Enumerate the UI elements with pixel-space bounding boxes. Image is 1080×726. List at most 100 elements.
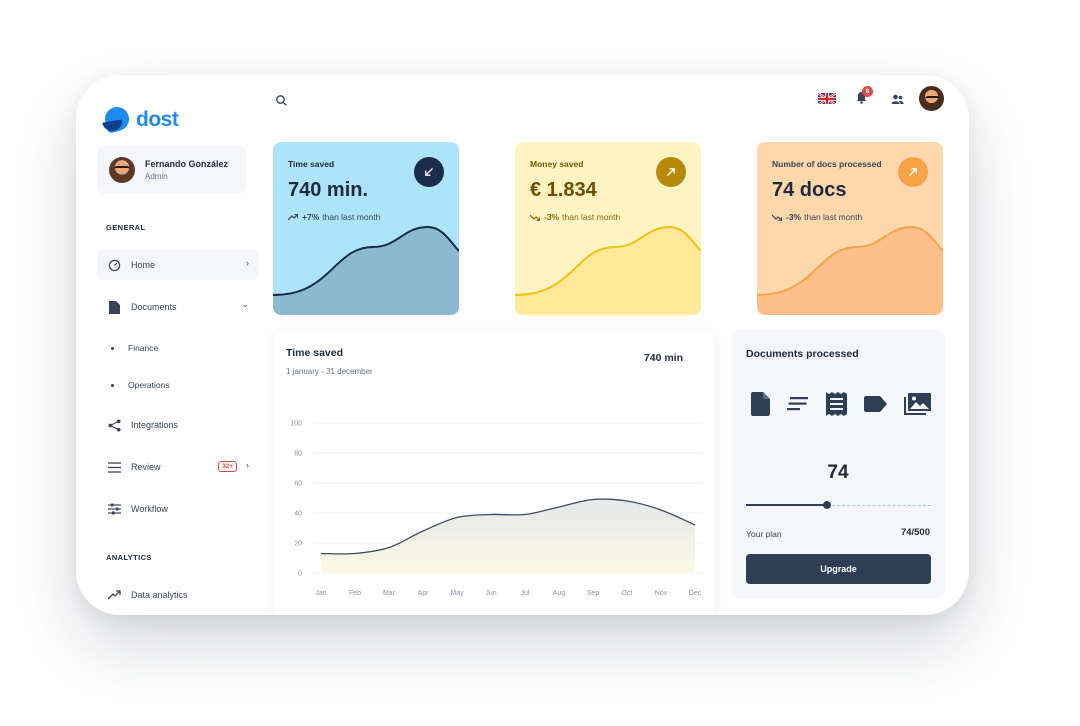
y-tick-label: 0 (298, 571, 302, 578)
profile-role: Admin (145, 172, 168, 181)
documents-count: 74 (827, 462, 849, 483)
x-tick-label: Jul (521, 590, 530, 597)
x-tick-label: Aug (553, 590, 566, 597)
section-label-analytics: ANALYTICS (106, 553, 152, 562)
stat-card-time-saved[interactable]: Time saved 740 min. +7% than last month (273, 142, 459, 315)
section-label-general: GENERAL (106, 223, 146, 232)
x-tick-label: Apr (418, 590, 430, 597)
share-icon (107, 418, 121, 432)
sidebar-subitem-operations[interactable]: Operations (111, 380, 170, 390)
sidebar-item-label: Home (131, 260, 156, 270)
review-count-badge: 32+ (217, 461, 237, 472)
trend-text: than last month (804, 212, 863, 222)
sparkline-line (515, 225, 701, 296)
file-icon[interactable] (751, 392, 770, 416)
list-icon (107, 460, 121, 474)
y-tick-label: 20 (294, 541, 302, 548)
notifications-count-badge: 8 (862, 86, 873, 97)
date-range: 1 january - 31 december (286, 367, 373, 376)
bullet-icon (111, 383, 114, 387)
trend-up-icon (107, 588, 121, 602)
sidebar-item-home[interactable]: Home › (97, 250, 259, 280)
time-saved-chart: 0 20 40 60 80 100 Jan Feb Mar Apr May Jun Jul Aug Sep… (290, 421, 703, 597)
x-tick-label: Feb (349, 590, 361, 597)
card-trend: -3% than last month (772, 212, 862, 222)
x-tick-label: Sep (587, 590, 600, 597)
users-icon[interactable] (891, 92, 904, 110)
receipt-icon[interactable] (825, 392, 847, 416)
time-saved-chart-panel: Time saved 1 january - 31 december 740 m… (273, 331, 715, 615)
sidebar-subitem-finance[interactable]: Finance (111, 343, 158, 353)
sidebar-item-label: Data analytics (131, 590, 188, 600)
arrow-up-right-icon[interactable] (898, 157, 928, 187)
panel-title: Documents processed (746, 348, 859, 360)
chevron-right-icon: › (246, 258, 249, 268)
trend-value: -3% (544, 212, 560, 222)
user-avatar[interactable] (918, 85, 945, 112)
arrow-down-left-icon[interactable] (414, 157, 444, 187)
images-icon[interactable] (904, 393, 931, 415)
x-tick-label: May (450, 590, 464, 597)
gauge-icon (107, 258, 121, 272)
trend-text: than last month (322, 212, 381, 222)
search-icon[interactable] (276, 93, 287, 111)
x-tick-label: Oct (622, 590, 633, 597)
sparkline-area (757, 227, 943, 315)
sidebar-item-review[interactable]: Review 32+ › (97, 452, 259, 482)
card-trend: -3% than last month (530, 212, 620, 222)
panel-total: 740 min (643, 352, 683, 364)
x-tick-label: Dec (689, 590, 702, 597)
x-tick-label: Mar (383, 590, 396, 597)
upgrade-button[interactable]: Upgrade (746, 554, 931, 584)
dashboard-window: dost Fernando González Admin GENERAL Hom… (76, 75, 969, 615)
user-profile-card[interactable]: Fernando González Admin (97, 146, 246, 194)
slider-filled-track (746, 504, 827, 506)
card-sparkline (515, 225, 701, 315)
document-type-icons (751, 392, 931, 416)
stat-card-money-saved[interactable]: Money saved € 1.834 -3% than last month (515, 142, 701, 315)
slider-handle[interactable] (823, 501, 831, 509)
plan-usage-slider[interactable] (746, 500, 931, 510)
text-lines-icon[interactable] (787, 396, 809, 412)
card-value: 74 docs (772, 179, 847, 201)
sidebar-item-label: Documents (131, 302, 177, 312)
card-trend: +7% than last month (288, 212, 380, 222)
sidebar-item-workflow[interactable]: Workflow (97, 494, 259, 524)
card-title: Time saved (288, 159, 335, 169)
logo-icon (102, 104, 132, 135)
card-value: 740 min. (288, 179, 369, 201)
sidebar-item-label: Review (131, 462, 161, 472)
arrow-up-right-icon[interactable] (656, 157, 686, 187)
trend-text: than last month (562, 212, 621, 222)
sidebar-item-label: Finance (128, 343, 159, 353)
plan-label: Your plan (746, 529, 782, 539)
logo[interactable]: dost (102, 104, 179, 135)
slider-remaining-track (827, 505, 931, 506)
chevron-right-icon: › (246, 460, 249, 470)
sidebar-item-documents[interactable]: Documents ⌄ (97, 292, 259, 322)
card-value: € 1.834 (530, 179, 597, 201)
language-flag-icon[interactable] (818, 92, 836, 104)
stat-card-docs-processed[interactable]: Number of docs processed 74 docs -3% tha… (757, 142, 943, 315)
avatar (109, 157, 135, 183)
y-tick-label: 60 (294, 481, 302, 488)
sidebar-item-data-analytics[interactable]: Data analytics (97, 580, 259, 610)
profile-name: Fernando González (145, 159, 229, 169)
chart-line (320, 498, 696, 555)
logo-text: dost (136, 108, 179, 131)
tag-icon[interactable] (863, 396, 887, 412)
sparkline-line (273, 225, 459, 296)
sidebar-item-label: Workflow (131, 504, 168, 514)
sidebar-item-label: Integrations (131, 420, 179, 430)
x-tick-label: Jan (315, 590, 326, 597)
sparkline-area (515, 227, 701, 315)
sparkline-line (757, 225, 943, 296)
card-sparkline (273, 225, 459, 315)
bullet-icon (111, 346, 114, 350)
chart-area (321, 499, 695, 573)
trend-down-icon (772, 214, 782, 221)
y-tick-label: 100 (290, 421, 302, 428)
sidebar-item-integrations[interactable]: Integrations (97, 410, 259, 440)
x-tick-label: Jun (485, 590, 496, 597)
documents-processed-panel: Documents processed 74 Your plan 74/500 … (731, 330, 945, 598)
